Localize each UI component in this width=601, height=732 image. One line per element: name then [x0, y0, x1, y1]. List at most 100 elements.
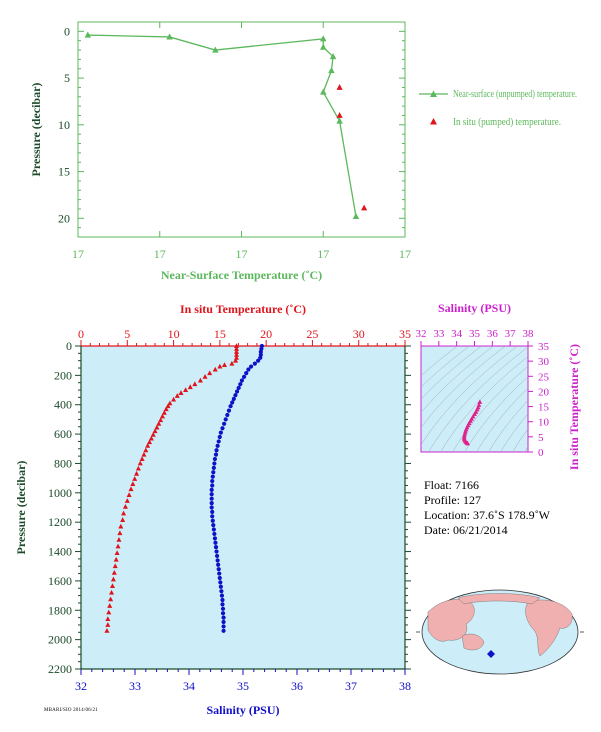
bottom-tick-label: 37 — [345, 679, 357, 693]
legend: Near-surface (unpumped) temperature. In … — [419, 88, 577, 128]
date: Date: 06/21/2014 — [424, 523, 508, 537]
temperature-point — [114, 550, 120, 555]
salinity-point — [212, 531, 217, 537]
y-tick-label: 2000 — [48, 633, 72, 647]
y-tick-label: 400 — [54, 398, 72, 412]
salinity-point — [218, 580, 223, 585]
bottom-tick-label: 34 — [183, 679, 195, 693]
temperature-point — [132, 476, 138, 481]
top-tick-label: 15 — [214, 327, 226, 341]
salinity-point — [215, 558, 220, 563]
x-tick-label: 17 — [399, 247, 411, 261]
salinity-point — [244, 371, 249, 376]
density-contour — [452, 365, 528, 452]
temperature-point — [122, 503, 128, 509]
bottom-tick-label: 33 — [129, 679, 141, 693]
temperature-point — [130, 481, 136, 486]
temperature-point — [106, 609, 112, 615]
temperature-point — [183, 387, 189, 393]
temperature-point — [105, 622, 111, 627]
density-contour — [421, 346, 494, 413]
density-contour — [464, 376, 528, 452]
temperature-point — [165, 403, 171, 409]
temperature-point — [126, 492, 132, 497]
inset-y-tick-label: 20 — [538, 386, 550, 398]
salinity-point — [211, 470, 216, 475]
point-near-surface — [166, 33, 173, 40]
temperature-point — [167, 400, 173, 406]
salinity-point — [209, 505, 214, 510]
top-tick-label: 25 — [306, 327, 318, 341]
salinity-point — [216, 567, 221, 572]
inset-x-tick-label: 33 — [433, 328, 445, 340]
salinity-point — [239, 378, 245, 383]
salinity-point — [216, 562, 221, 567]
inset-x-tick-label: 38 — [523, 328, 535, 340]
plot-frame — [77, 21, 406, 238]
temperature-point — [217, 363, 223, 369]
top-tick-label: 5 — [124, 327, 130, 341]
temperature-point — [124, 498, 130, 503]
bottom-tick-label: 32 — [75, 679, 87, 693]
salinity-point — [213, 545, 219, 550]
temperature-point — [120, 517, 126, 522]
density-contour — [421, 346, 506, 429]
density-contour — [488, 399, 528, 452]
footer-label: MBARI/SIO 2014/06/21 — [44, 708, 98, 713]
y-tick-label: 200 — [54, 368, 72, 382]
near-surface-temperature-chart: 17 17 17 17 17 0 5 10 15 20 Near-Surface Temperatu… — [29, 21, 411, 282]
salinity-point — [221, 628, 226, 633]
temperature-point — [139, 456, 145, 462]
top-tick-label: 30 — [353, 327, 365, 341]
top-tick-label: 0 — [78, 327, 84, 341]
y-tick-label: 10 — [58, 118, 70, 132]
density-contour — [440, 356, 528, 452]
salinity-point — [211, 523, 216, 528]
temperature-point — [156, 421, 162, 426]
x-tick-label: 17 — [317, 247, 329, 261]
globe-land-right — [525, 599, 573, 657]
plot-background — [81, 346, 405, 669]
salinity-point — [225, 412, 230, 418]
legend-marker-near-surface — [430, 90, 437, 97]
temperature-point — [161, 410, 167, 415]
temperature-point — [118, 523, 124, 529]
profile-chart: 0 5 10 15 20 25 30 35 32 33 34 35 36 37 38 0 200 400 600 80… — [14, 302, 411, 717]
salinity-point — [212, 456, 218, 462]
location-map — [416, 589, 584, 675]
temperature-point — [233, 357, 239, 363]
salinity-point — [209, 492, 214, 497]
density-contour — [421, 346, 518, 446]
salinity-point — [216, 439, 221, 444]
inset-x-tick-label: 37 — [505, 328, 517, 340]
globe-land-top — [457, 593, 541, 605]
ts-point — [477, 399, 483, 404]
inset-x-axis-label: Salinity (PSU) — [438, 301, 511, 315]
profile-number: Profile: 127 — [424, 493, 481, 507]
temperature-point — [107, 603, 113, 608]
salinity-point — [210, 478, 215, 484]
inset-background — [420, 345, 529, 453]
salinity-point — [258, 349, 263, 354]
y-tick-label: 1000 — [48, 486, 72, 500]
temperature-salinity-chart: 32 33 34 35 36 37 38 0 5 10 15 20 25 30 35 Salinity (PS… — [416, 301, 582, 470]
salinity-point — [241, 374, 247, 379]
salinity-point — [221, 624, 226, 629]
salinity-point — [214, 553, 220, 559]
inset-y-tick-label: 15 — [538, 402, 550, 414]
salinity-point — [246, 367, 251, 372]
salinity-point — [210, 518, 215, 523]
point-in-situ — [336, 84, 343, 90]
temperature-point — [141, 451, 147, 457]
top-tick-label: 20 — [260, 327, 272, 341]
temperature-point — [148, 435, 154, 441]
float-location-marker-icon — [487, 650, 495, 658]
density-contour — [500, 413, 528, 452]
temperature-point — [109, 589, 115, 595]
legend-label-near-surface: Near-surface (unpumped) temperature. — [453, 88, 577, 100]
temperature-point — [111, 570, 117, 575]
temperature-point — [229, 360, 235, 366]
salinity-point — [210, 483, 215, 488]
salinity-point — [211, 527, 216, 532]
salinity-point — [217, 434, 222, 440]
